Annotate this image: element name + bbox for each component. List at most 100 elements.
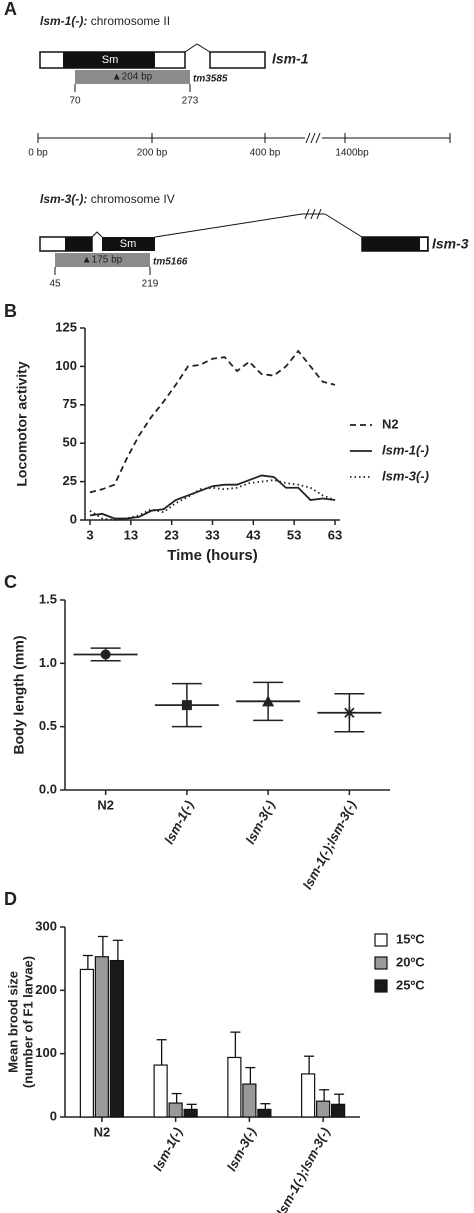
y-tick-label: 75 <box>63 396 77 411</box>
y-axis-label: Body length (mm) <box>11 636 27 755</box>
y-axis-label: Locomotor activity <box>14 361 30 486</box>
bar <box>242 1083 257 1118</box>
y-tick-label: 200 <box>35 982 57 997</box>
position: 219 <box>142 279 159 290</box>
position: 70 <box>69 96 81 107</box>
x-tick-label: 53 <box>287 527 301 542</box>
legend-swatch <box>374 933 388 947</box>
marker <box>100 649 111 660</box>
position: 273 <box>182 96 199 107</box>
x-tick-label: lsm-3(-) <box>243 798 278 846</box>
y-tick-label: 0 <box>70 511 77 526</box>
y-tick-label: 125 <box>55 319 77 334</box>
x-tick-label: N2 <box>97 797 114 812</box>
legend-label: 20ºC <box>396 954 425 969</box>
error-bar <box>82 954 93 970</box>
x-tick-label: lsm-1(-) <box>161 798 196 846</box>
y-tick-label: 1.5 <box>39 591 57 606</box>
error-bar <box>171 1092 182 1104</box>
x-tick-label: 3 <box>86 527 93 542</box>
bar <box>257 1108 272 1118</box>
bar <box>301 1073 316 1118</box>
gene-heading: lsm-1(-): chromosome II <box>40 14 170 28</box>
deletion <box>75 70 190 84</box>
gene-name: lsm-3 <box>432 236 469 252</box>
x-tick-label: 33 <box>205 527 219 542</box>
bar <box>316 1100 331 1118</box>
legend-swatch <box>374 956 388 970</box>
scale-bar <box>37 132 451 144</box>
y-axis-label: Mean brood size <box>5 971 20 1073</box>
panel-label: B <box>4 301 17 321</box>
mutant-name: tm5166 <box>153 257 188 268</box>
exon-coding <box>65 237 92 251</box>
allele: lsm-1(-): <box>40 14 87 28</box>
legend-swatch <box>374 979 388 993</box>
scale-label: 1400bp <box>335 148 369 159</box>
y-tick-label: 0.0 <box>39 781 57 796</box>
y-tick-label: 100 <box>55 358 77 373</box>
x-tick-label: lsm-1(-);lsm-3(-) <box>300 798 359 892</box>
y-tick-label: 1.0 <box>39 655 57 670</box>
allele: lsm-3(-): <box>40 192 87 206</box>
domain-label: Sm <box>120 238 137 250</box>
x-tick-label: 23 <box>164 527 178 542</box>
x-tick-label: 63 <box>328 527 342 542</box>
error-bar <box>245 1066 256 1085</box>
bar <box>183 1108 198 1118</box>
domain-label: Sm <box>102 54 119 66</box>
error-bar <box>112 939 123 961</box>
bar <box>79 968 94 1118</box>
error-bar <box>186 1103 197 1110</box>
exon <box>209 51 266 69</box>
legend-label: lsm-3(-) <box>382 468 429 483</box>
legend-label: lsm-1(-) <box>382 442 429 457</box>
exon <box>361 236 429 252</box>
bar <box>331 1103 346 1118</box>
chromosome: chromosome II <box>91 14 170 28</box>
error-bar <box>319 1089 330 1102</box>
error-bar <box>230 1031 241 1058</box>
legend-label: 25ºC <box>396 977 425 992</box>
bar <box>94 956 109 1118</box>
bar <box>168 1102 183 1118</box>
scale-label: 0 bp <box>28 148 48 159</box>
x-tick-label: lsm-3(-) <box>224 1125 259 1173</box>
error-bar <box>97 935 108 957</box>
mutant-name: tm3585 <box>193 74 228 85</box>
utr <box>420 238 427 250</box>
y-tick-label: 50 <box>63 435 77 450</box>
position: 45 <box>49 279 61 290</box>
line-series <box>89 474 336 520</box>
long-intron <box>154 208 363 238</box>
x-tick-label: lsm-1(-) <box>150 1125 185 1173</box>
intron <box>91 231 103 238</box>
intron <box>184 43 211 53</box>
bar <box>153 1064 168 1118</box>
error-bar <box>334 1093 345 1105</box>
gene-heading: lsm-3(-): chromosome IV <box>40 192 175 206</box>
y-tick-label: 0.5 <box>39 718 57 733</box>
chromosome: chromosome IV <box>91 192 175 206</box>
y-tick-label: 0 <box>50 1108 57 1123</box>
marker <box>181 700 192 711</box>
panel-label: C <box>4 572 17 592</box>
deletion-size: ▲204 bp <box>112 72 153 83</box>
y-axis-label: (number of F1 larvae) <box>20 956 35 1088</box>
x-tick-label: lsm-1(-);lsm-3(-) <box>273 1125 332 1213</box>
x-tick-label: N2 <box>94 1124 111 1139</box>
scale-label: 200 bp <box>137 148 168 159</box>
line-series <box>89 349 336 494</box>
error-bar <box>260 1103 271 1110</box>
marker <box>262 695 275 707</box>
error-bar <box>304 1055 315 1074</box>
y-tick-label: 100 <box>35 1045 57 1060</box>
legend-label: N2 <box>382 416 399 431</box>
x-axis-label: Time (hours) <box>167 547 258 564</box>
x-tick-label: 13 <box>124 527 138 542</box>
bar <box>227 1056 242 1118</box>
panel-label: A <box>4 0 17 19</box>
sm-domain <box>102 237 155 251</box>
